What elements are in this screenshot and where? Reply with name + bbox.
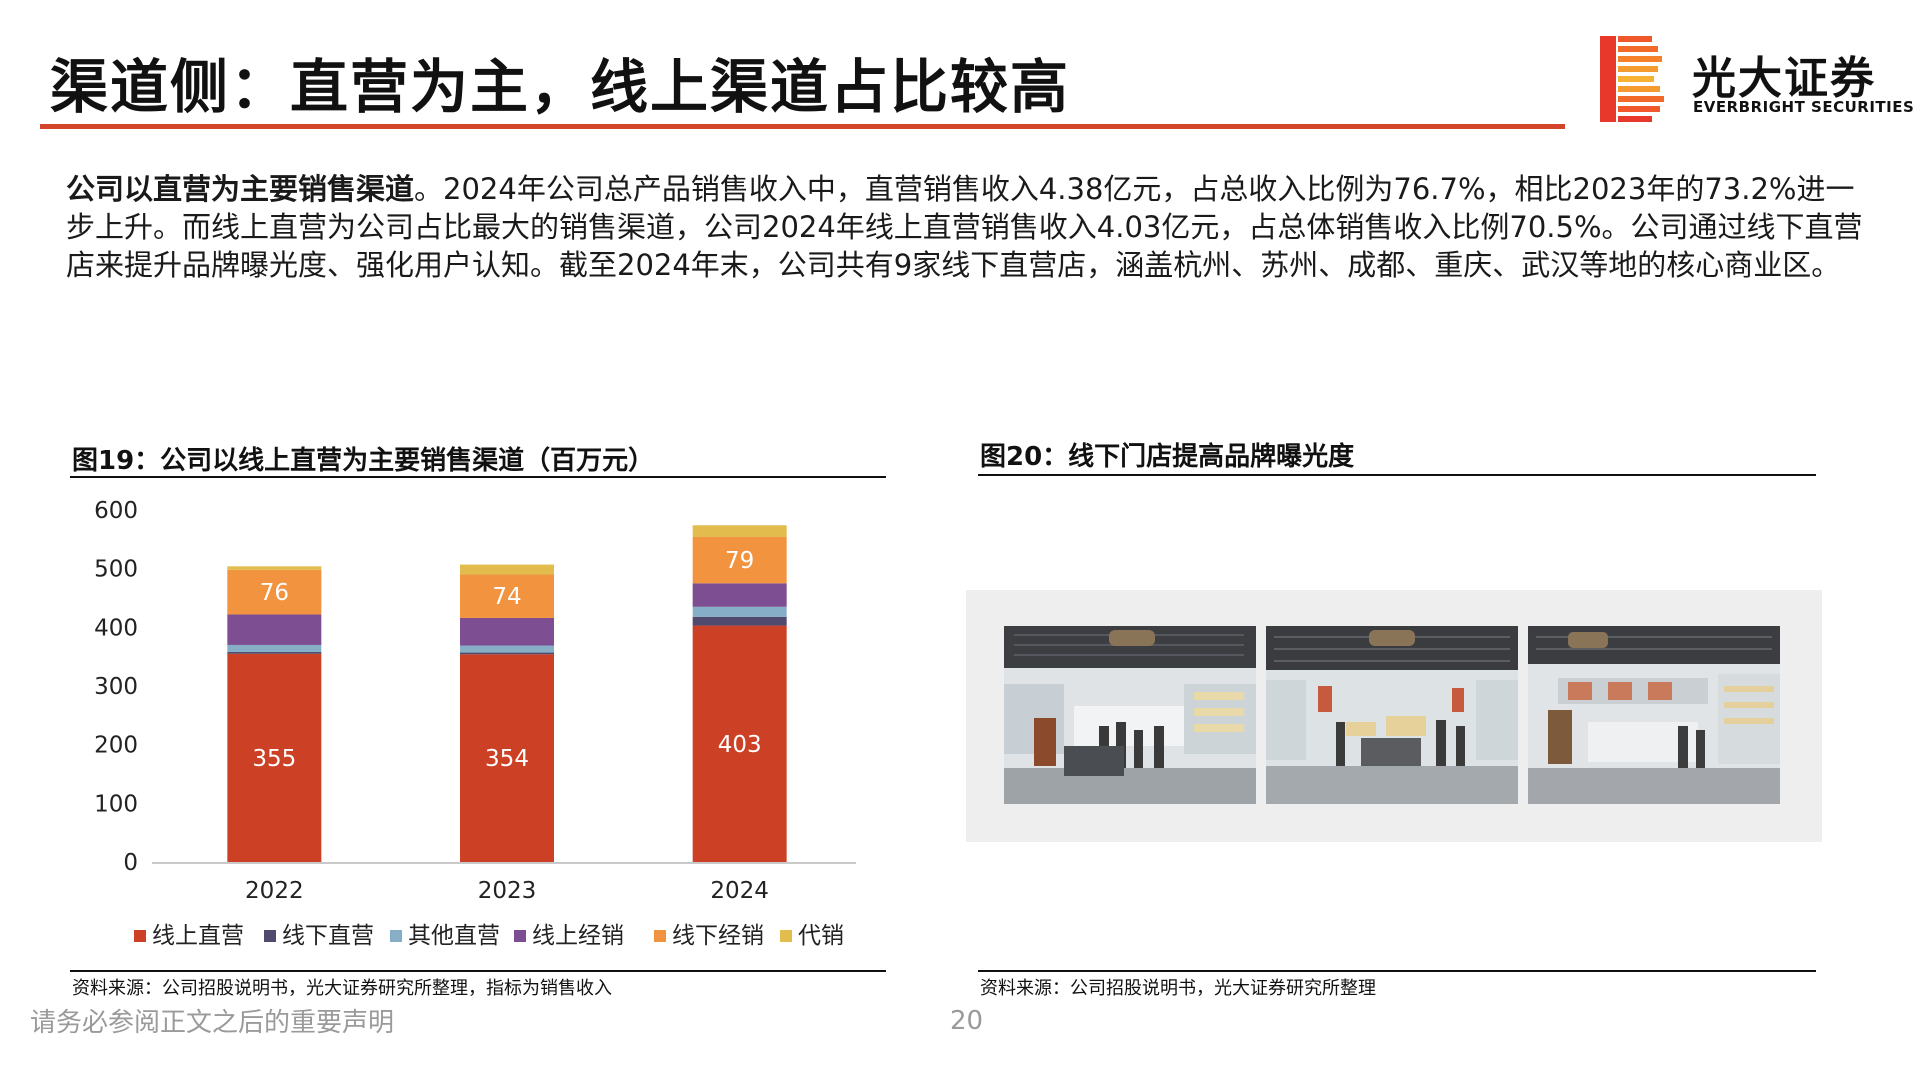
intro-body: 。2024年公司总产品销售收入中，直营销售收入4.38亿元，占总收入比例为76.… bbox=[66, 172, 1863, 282]
bar-segment bbox=[227, 653, 322, 862]
bar-segment bbox=[460, 617, 554, 646]
legend: 线上直营 线下直营 其他直营 线上经销 线下经销 代销 bbox=[134, 923, 844, 949]
y-tick-label: 300 bbox=[94, 674, 138, 700]
y-tick-label: 400 bbox=[94, 615, 138, 641]
y-tick-label: 100 bbox=[94, 791, 138, 817]
legend-swatch bbox=[390, 930, 402, 942]
figure20-source: 资料来源：公司招股说明书，光大证券研究所整理 bbox=[980, 978, 1376, 999]
legend-label: 其他直营 bbox=[408, 923, 500, 949]
y-tick-label: 500 bbox=[94, 557, 138, 583]
legend-label: 线下经销 bbox=[672, 923, 764, 949]
bar-segment bbox=[692, 536, 787, 584]
figure19-title: 图19：公司以线上直营为主要销售渠道（百万元） bbox=[72, 446, 655, 476]
bar-segment bbox=[460, 652, 554, 655]
figure20-bottom-rule bbox=[978, 970, 1816, 972]
bar-segment bbox=[460, 564, 554, 575]
legend-swatch bbox=[780, 930, 792, 942]
legend-label: 线上直营 bbox=[152, 923, 244, 949]
bar-segment bbox=[227, 566, 322, 570]
title-underline bbox=[40, 124, 1565, 129]
intro-paragraph: 公司以直营为主要销售渠道。2024年公司总产品销售收入中，直营销售收入4.38亿… bbox=[66, 170, 1866, 284]
legend-swatch bbox=[134, 930, 146, 942]
figure20-top-rule bbox=[978, 474, 1816, 476]
x-axis: 2022 2023 2024 bbox=[152, 862, 856, 904]
data-label: 354 bbox=[485, 746, 529, 772]
bar-segment bbox=[692, 625, 787, 862]
bar-segment bbox=[227, 614, 322, 645]
everbright-logo-icon bbox=[1600, 36, 1664, 122]
data-label: 74 bbox=[492, 584, 521, 610]
legend-swatch bbox=[654, 930, 666, 942]
x-tick-label: 2023 bbox=[478, 878, 537, 904]
company-logo: 光大证券 EVERBRIGHT SECURITIES bbox=[1600, 36, 1914, 124]
x-tick-label: 2022 bbox=[245, 878, 304, 904]
page-title: 渠道侧：直营为主，线上渠道占比较高 bbox=[50, 53, 1071, 121]
bar-segment bbox=[227, 644, 322, 652]
logo-english-name: EVERBRIGHT SECURITIES bbox=[1693, 98, 1915, 116]
intro-lead: 公司以直营为主要销售渠道 bbox=[66, 172, 415, 206]
bar-segment bbox=[692, 583, 787, 607]
store-photo-2 bbox=[1266, 626, 1518, 804]
legend-label: 线上经销 bbox=[532, 923, 624, 949]
store-photo-panel bbox=[966, 590, 1822, 842]
figure19-source: 资料来源：公司招股说明书，光大证券研究所整理，指标为销售收入 bbox=[72, 978, 612, 999]
y-tick-label: 600 bbox=[94, 498, 138, 524]
y-axis: 0 100 200 300 400 500 600 bbox=[94, 498, 138, 876]
bar-segment bbox=[692, 525, 787, 537]
legend-swatch bbox=[514, 930, 526, 942]
legend-swatch bbox=[264, 930, 276, 942]
figure19-chart: 0 100 200 300 400 500 600 355 76 354 74 403 79 2022… bbox=[94, 498, 856, 949]
store-photo-3 bbox=[1528, 626, 1780, 804]
x-tick-label: 2024 bbox=[710, 878, 769, 904]
store-photo-1 bbox=[1004, 626, 1256, 804]
bar-segment bbox=[692, 606, 787, 617]
bar-segment bbox=[460, 654, 554, 862]
bar-segment bbox=[460, 645, 554, 653]
data-label: 355 bbox=[252, 746, 296, 772]
y-tick-label: 200 bbox=[94, 733, 138, 759]
figure19-top-rule bbox=[70, 476, 886, 478]
legend-label: 线下直营 bbox=[282, 923, 374, 949]
footer-disclaimer: 请务必参阅正文之后的重要声明 bbox=[30, 1008, 395, 1038]
data-label: 79 bbox=[725, 548, 754, 574]
bar-segment bbox=[227, 651, 322, 654]
data-label: 76 bbox=[260, 580, 289, 606]
y-tick-label: 0 bbox=[123, 850, 138, 876]
page-number: 20 bbox=[950, 1006, 984, 1036]
legend-label: 代销 bbox=[798, 923, 844, 949]
figure20-title: 图20：线下门店提高品牌曝光度 bbox=[980, 442, 1355, 472]
bar-segment bbox=[692, 616, 787, 626]
logo-chinese-name: 光大证券 bbox=[1692, 53, 1876, 104]
bar-segment bbox=[227, 569, 322, 615]
data-label: 403 bbox=[718, 732, 762, 758]
bar-segment bbox=[460, 574, 554, 618]
figure19-bottom-rule bbox=[70, 970, 886, 972]
bars: 355 76 354 74 403 79 bbox=[227, 525, 787, 862]
